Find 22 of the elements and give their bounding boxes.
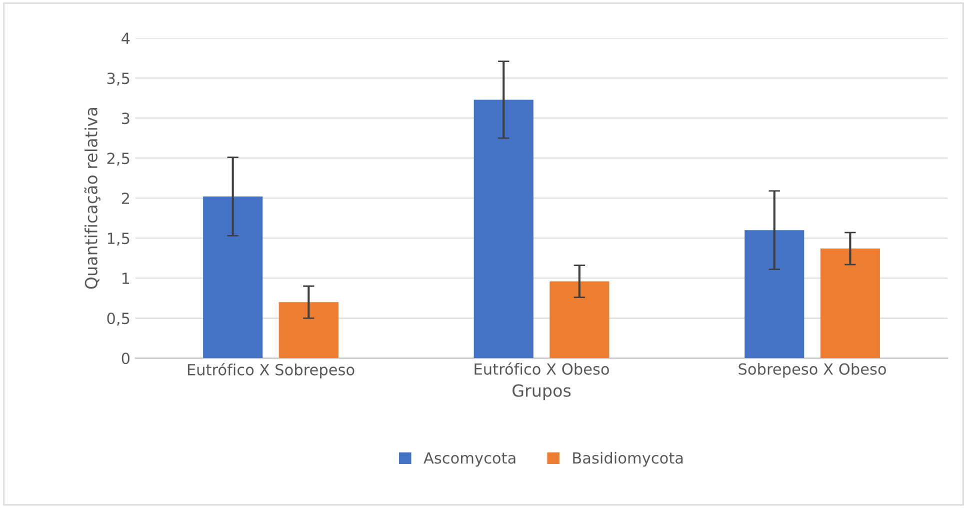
y-tick-label: 4: [122, 32, 130, 44]
x-axis-title: Grupos: [512, 384, 571, 400]
bar: [474, 100, 534, 358]
y-tick-label: 3,5: [107, 72, 130, 86]
x-tick-label: Sobrepeso X Obeso: [738, 363, 886, 378]
bar: [203, 196, 263, 358]
legend-label: Basidiomycota: [573, 452, 683, 467]
y-tick-label: 1,5: [108, 232, 130, 246]
bar: [550, 281, 610, 358]
x-tick-label: Eutrófico X Obeso: [474, 362, 609, 375]
y-tick-label: 2,5: [107, 152, 130, 166]
y-tick-label: 0,5: [107, 312, 130, 326]
legend-label: Ascomycota: [424, 452, 516, 467]
x-tick-label: Eutrófico X Sobrepeso: [188, 363, 354, 378]
y-axis-title: Quantificação relativa: [84, 108, 100, 289]
bar: [820, 248, 880, 358]
y-tick-label: 3: [122, 112, 130, 124]
y-tick-label: 2: [122, 192, 129, 204]
y-tick-label: 1: [122, 272, 130, 284]
y-tick-label: 0: [122, 352, 130, 364]
bar: [744, 230, 804, 358]
bar: [278, 302, 338, 358]
